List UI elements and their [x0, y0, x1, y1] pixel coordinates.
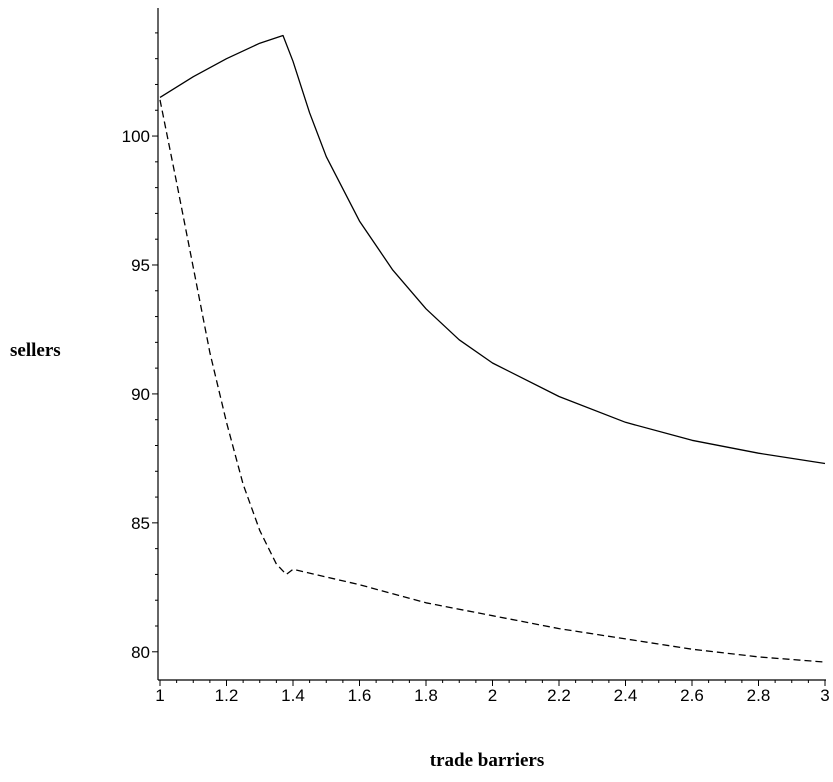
series-layer: [159, 34, 826, 663]
y-tick-label: 85: [131, 514, 150, 533]
x-axis-title: trade barriers: [430, 750, 544, 771]
series-line-dashed: [159, 99, 826, 663]
x-tick-label: 1.8: [414, 686, 438, 705]
y-tick-label: 100: [122, 127, 150, 146]
x-tick-label: 2: [488, 686, 497, 705]
x-tick-label: 1.4: [281, 686, 305, 705]
x-tick-label: 3: [820, 686, 829, 705]
x-tick-label: 2.2: [547, 686, 571, 705]
series-line-solid: [159, 34, 826, 465]
x-tick-label: 1.6: [348, 686, 372, 705]
y-axis-title: sellers: [10, 340, 61, 361]
y-tick-label: 90: [131, 385, 150, 404]
ticks-layer: 1 1.2 1.4 1.6 1.8 2 2.2 2.4 2.6 2.8 3 80 85 90 95 100: [122, 32, 830, 705]
x-tick-label: 2.4: [614, 686, 638, 705]
x-tick-label: 1.2: [215, 686, 239, 705]
x-tick-label: 1: [155, 686, 164, 705]
y-tick-label: 95: [131, 256, 150, 275]
x-tick-label: 2.6: [680, 686, 704, 705]
x-tick-label: 2.8: [747, 686, 771, 705]
axes-layer: [157, 8, 826, 681]
y-tick-label: 80: [131, 643, 150, 662]
